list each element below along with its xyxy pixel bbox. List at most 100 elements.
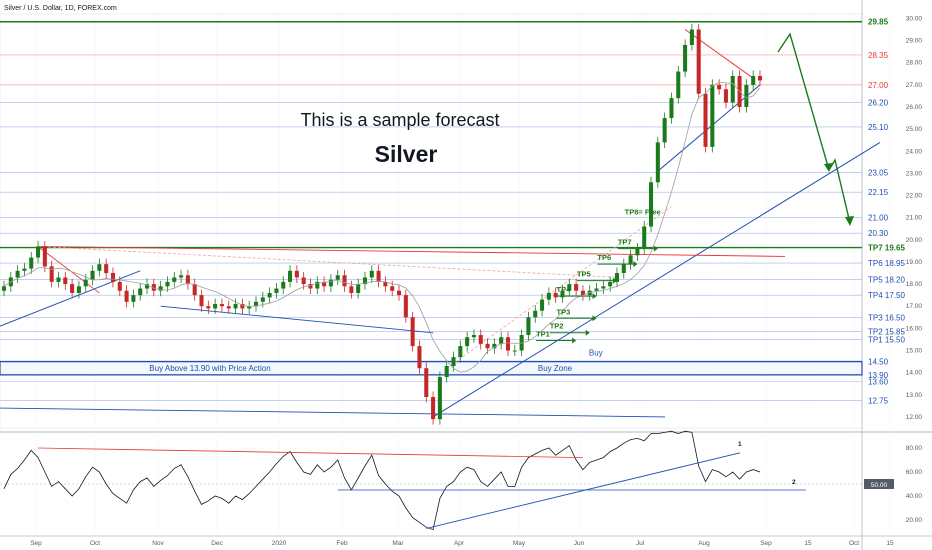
level-label: 26.20 [868,99,889,108]
candle-body [213,304,218,309]
price-tick-label: 29.00 [906,38,923,45]
candle-body [390,286,395,291]
candle-body [240,304,245,309]
candle-body [594,288,599,291]
candle-body [608,281,613,287]
candle-body [751,75,756,85]
candle-body [485,343,490,349]
time-tick-label: Feb [336,540,348,547]
candle-body [308,284,313,289]
candle-body [199,295,204,307]
candle-body [642,226,647,249]
level-label: 13.60 [868,378,889,387]
candle-body [540,299,545,311]
moving-average [3,81,761,373]
tp-label: TP6 [597,253,611,262]
candle-body [431,397,436,420]
level-label: 21.00 [868,214,889,223]
time-tick-label: Oct [849,540,859,547]
candles [1,23,763,425]
candle-body [717,84,722,90]
candle-body [424,368,429,398]
price-tick-label: 30.00 [906,15,923,22]
candle-body [36,246,41,258]
main-uptrend-line [432,141,881,418]
candle-body [131,295,136,302]
support-line-mid [160,305,434,334]
time-tick-label: Apr [454,540,465,547]
buy-label: Buy [589,349,603,358]
time-tick-label: Nov [152,540,164,547]
candle-body [158,286,163,291]
level-label: 25.10 [868,123,889,132]
candle-body [512,350,517,352]
candle-body [185,275,190,285]
triangle-top-line [684,29,754,79]
candle-body [635,248,640,256]
candle-body [356,284,361,293]
candle-body [301,277,306,285]
price-axis[interactable]: 12.00 13.00 14.00 15.00 16.00 17.00 18.00 19.00… [906,15,923,421]
price-tick-label: 22.00 [906,193,923,200]
tp-arrowhead [592,293,597,300]
osc-current-value: 50.00 [871,482,888,489]
level-label: 28.35 [868,51,889,60]
buy-zone-label: Buy Zone [538,364,573,373]
tp-label: TP4 [557,285,572,294]
tp-arrowhead [633,261,638,268]
price-tick-label: 17.00 [906,303,923,310]
candle-body [451,357,456,367]
candle-body [533,310,538,318]
candle-body [110,273,115,282]
candle-body [710,84,715,147]
time-axis[interactable]: Sep Oct Nov Dec 2020 Feb Mar Apr May Jun Jul Aug Sep… [30,540,894,547]
forecast-arrowhead [845,216,854,226]
candle-body [601,286,606,289]
candle-body [165,281,170,287]
candle-body [369,270,374,278]
level-label: 23.05 [868,168,889,177]
osc-current-box [864,479,894,489]
candle-body [267,292,272,298]
candle-body [628,255,633,265]
candle-body [655,142,660,183]
candle-body [233,304,238,309]
candle-body [757,75,763,81]
level-label: 22.15 [868,188,889,197]
candle-body [90,270,95,280]
candle-body [63,277,68,285]
candle-body [124,290,129,302]
price-tick-label: 14.00 [906,370,923,377]
candle-body [403,295,408,318]
candle-body [294,270,299,278]
level-label: TP4 17.50 [868,291,905,300]
candle-body [574,284,579,291]
triangle-bottom-line [657,84,761,172]
candle-body [383,281,388,287]
candle-body [444,366,449,378]
osc-tick-label: 80.00 [906,445,923,452]
candle-body [49,266,54,282]
price-tick-label: 18.00 [906,281,923,288]
candle-body [689,29,694,45]
candle-body [253,301,259,307]
candle-body [437,377,442,420]
osc-line [3,430,761,531]
time-tick-label: Sep [760,540,772,547]
osc-uptrend-line [426,452,741,529]
candle-body [97,264,102,271]
candle-body [458,346,463,358]
candle-body [580,290,585,296]
tp-label: TP2 [550,322,564,331]
level-label: TP3 16.50 [868,313,905,322]
forecast-path-down2 [828,158,851,224]
candle-body [362,277,367,285]
tp-label: TP8= Free [625,208,661,217]
candle-body [247,306,252,309]
tp-label: TP3 [557,307,571,316]
price-tick-label: 20.00 [906,237,923,244]
candle-body [397,290,402,296]
level-label: TP7 19.65 [868,244,905,253]
trend-lines [0,29,881,418]
